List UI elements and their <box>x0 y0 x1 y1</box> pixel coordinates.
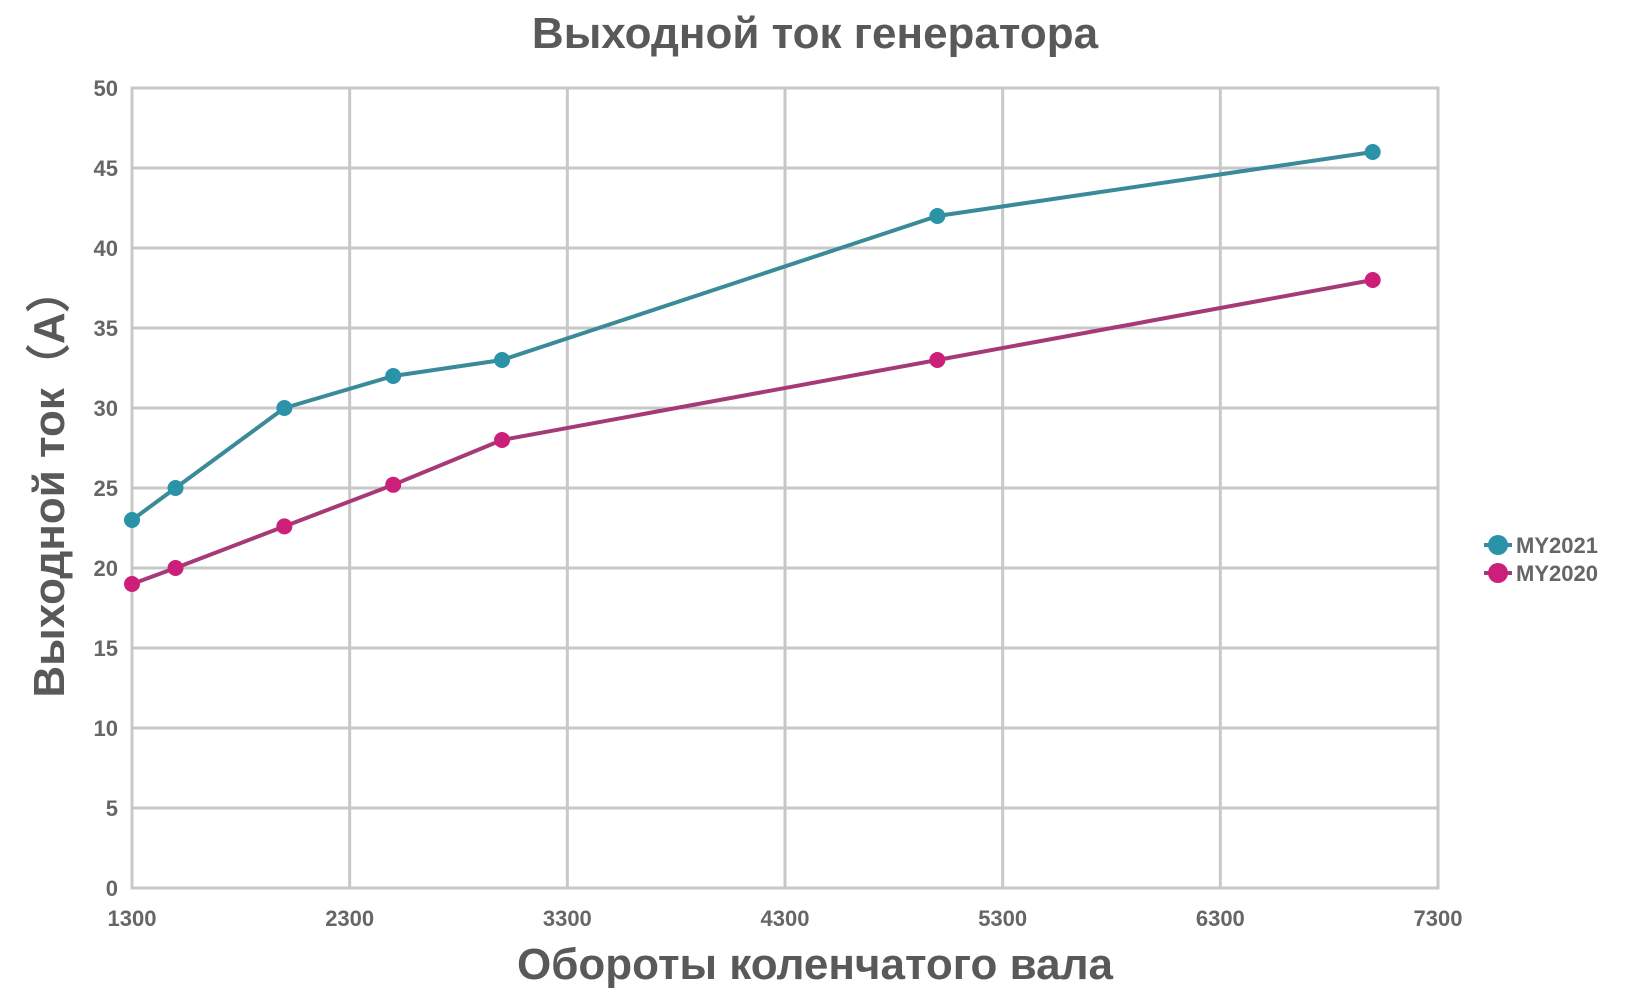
y-tick-label: 35 <box>94 316 118 341</box>
legend-label: MY2020 <box>1516 561 1598 586</box>
data-point <box>494 352 511 368</box>
y-tick-label: 45 <box>94 156 118 181</box>
data-point <box>167 560 184 576</box>
legend: MY2021 MY2020 <box>1484 533 1598 586</box>
data-point <box>1364 272 1381 288</box>
data-point <box>276 400 293 416</box>
y-tick-label: 20 <box>94 556 118 581</box>
data-point <box>385 476 402 493</box>
series-MY2020 <box>124 272 1381 592</box>
data-point <box>124 512 140 528</box>
y-axis-title: Выходной ток（A） <box>25 268 74 697</box>
y-tick-label: 15 <box>94 636 118 661</box>
y-tick-label: 5 <box>106 796 118 821</box>
x-tick-label: 3300 <box>543 906 592 931</box>
legend-marker <box>1488 535 1508 555</box>
data-point <box>385 368 402 384</box>
data-point <box>494 432 511 448</box>
series-MY2021 <box>124 144 1381 528</box>
axes: 0 5 10 15 20 25 30 35 40 45 50 1300 2300 3300 4300 5300… <box>94 76 1463 931</box>
y-tick-label: 40 <box>94 236 118 261</box>
legend-marker <box>1488 563 1508 583</box>
data-point <box>1364 144 1381 160</box>
gridlines <box>130 86 1440 890</box>
data-point <box>124 576 140 592</box>
series-line <box>131 278 1374 586</box>
x-tick-label: 5300 <box>978 906 1027 931</box>
y-tick-label: 25 <box>94 476 118 501</box>
legend-item: MY2020 <box>1484 561 1598 586</box>
y-tick-label: 10 <box>94 716 118 741</box>
legend-label: MY2021 <box>1516 533 1598 558</box>
x-tick-label: 1300 <box>108 906 157 931</box>
data-point <box>929 352 946 368</box>
x-axis-title: Обороты коленчатого вала <box>517 940 1114 989</box>
chart-title: Выходной ток генератора <box>532 9 1099 58</box>
x-tick-label: 6300 <box>1196 906 1245 931</box>
x-tick-label: 7300 <box>1414 906 1463 931</box>
series-line <box>130 150 1373 522</box>
plot-frame <box>130 86 1440 890</box>
plot-series <box>124 144 1381 592</box>
x-tick-label: 4300 <box>761 906 810 931</box>
y-tick-label: 30 <box>94 396 118 421</box>
data-point <box>167 480 184 496</box>
y-tick-label: 0 <box>106 876 118 901</box>
y-tick-label: 50 <box>94 76 118 101</box>
legend-item: MY2021 <box>1484 533 1598 558</box>
data-point <box>929 208 946 224</box>
x-tick-label: 2300 <box>325 906 374 931</box>
data-point <box>276 518 293 535</box>
